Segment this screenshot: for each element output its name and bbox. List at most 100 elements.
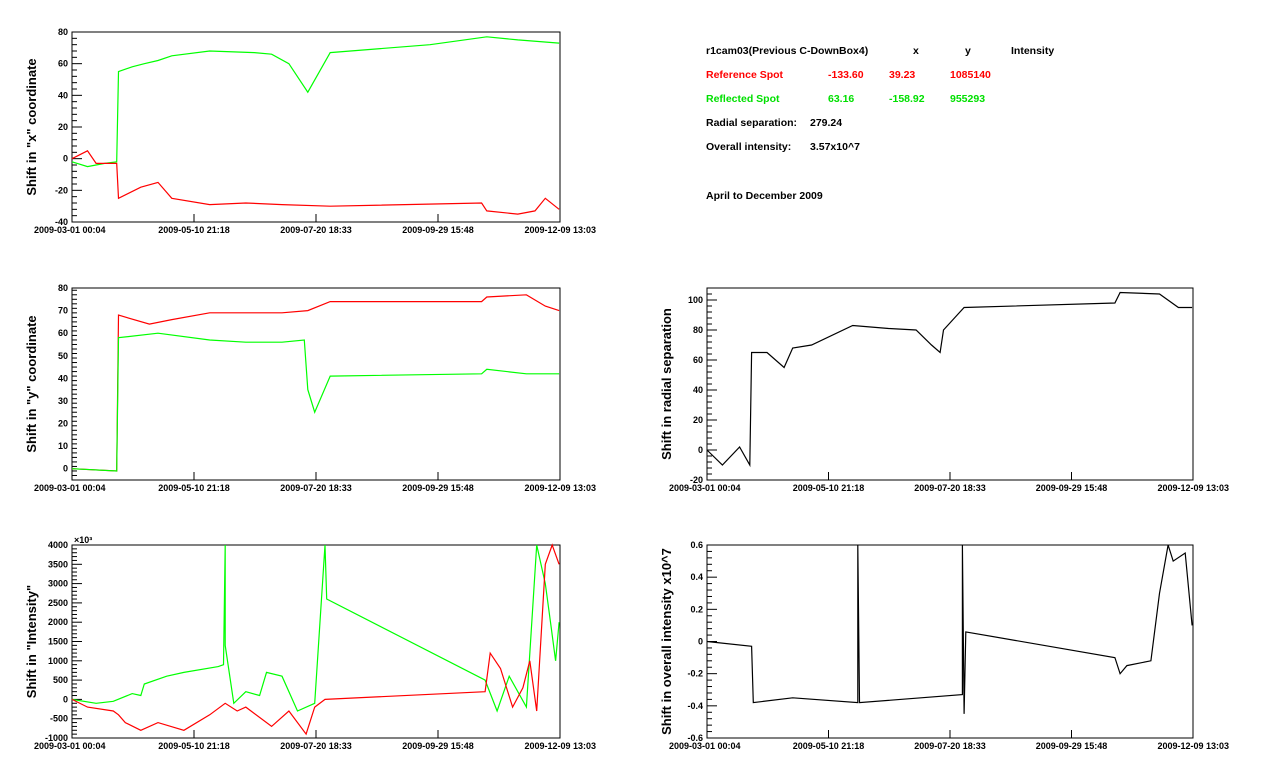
x-tick-label: 2009-05-10 21:18 [158,225,230,235]
y-axis-title: Shift in "y" coordinate [24,315,39,452]
y-tick-label: 60 [693,355,703,365]
y-tick-label: -1000 [45,733,68,743]
x-tick-label: 2009-07-20 18:33 [914,741,986,751]
y-tick-label: 60 [58,59,68,69]
period-label: April to December 2009 [706,190,823,202]
x-tick-label: 2009-12-09 13:03 [524,741,596,751]
y-tick-label: 2500 [48,598,68,608]
y-tick-label: 40 [58,90,68,100]
x-tick-label: 2009-12-09 13:03 [1157,483,1229,493]
overall-label: Overall intensity: [706,141,792,153]
y-tick-label: 0 [698,445,703,455]
x-tick-label: 2009-03-01 00:04 [669,741,741,751]
y-tick-label: 0 [63,694,68,704]
series-line-0 [706,291,1193,468]
y-tick-label: 20 [58,419,68,429]
info-title: r1cam03(Previous C-DownBox4) [706,45,869,57]
y-tick-label: 500 [53,675,68,685]
y-tick-label: 40 [693,385,703,395]
y-tick-label: 20 [693,415,703,425]
info-col-intensity: Intensity [1011,45,1055,57]
x-tick-label: 2009-12-09 13:03 [1157,741,1229,751]
y-tick-label: -0.6 [687,733,703,743]
y-tick-label: 70 [58,306,68,316]
y-tick-label: 0 [63,154,68,164]
y-axis-title: Shift in "Intensity" [24,585,39,698]
x-tick-label: 2009-09-29 15:48 [402,741,474,751]
series-line-0 [71,294,560,472]
y-tick-label: 1500 [48,637,68,647]
x-tick-label: 2009-07-20 18:33 [280,741,352,751]
radial-label: Radial separation: [706,117,798,129]
y-tick-label: 1000 [48,656,68,666]
plot-frame [71,287,561,481]
y-tick-label: 80 [693,325,703,335]
series-line-1 [71,332,560,472]
y-axis-title: Shift in overall intensity x10^7 [659,548,674,735]
x-tick-label: 2009-03-01 00:04 [34,225,106,235]
y-tick-label: -40 [55,217,68,227]
y-tick-label: -0.4 [687,701,703,711]
y-tick-label: 0 [698,637,703,647]
y-tick-label: 50 [58,351,68,361]
x-tick-label: 2009-03-01 00:04 [669,483,741,493]
info-col-y: y [965,45,971,57]
reference-intensity: 1085140 [950,69,991,81]
x-tick-label: 2009-05-10 21:18 [793,741,865,751]
y-tick-label: -500 [50,714,68,724]
y-tick-label: 20 [58,122,68,132]
x-tick-label: 2009-09-29 15:48 [402,483,474,493]
reflected-label: Reflected Spot [706,93,780,105]
y-axis-title: Shift in "x" coordinate [24,58,39,195]
x-tick-label: 2009-07-20 18:33 [280,483,352,493]
x-tick-label: 2009-12-09 13:03 [524,483,596,493]
y-tick-label: -0.2 [687,669,703,679]
y-tick-label: 40 [58,373,68,383]
reflected-y: -158.92 [889,93,925,105]
series-line-1 [71,543,560,736]
series-line-0 [71,544,560,713]
reflected-intensity: 955293 [950,93,986,105]
overall-value: 3.57x10^7 [810,141,860,153]
x-tick-label: 2009-12-09 13:03 [524,225,596,235]
y-multiplier: ×10³ [74,535,92,545]
x-tick-label: 2009-07-20 18:33 [914,483,986,493]
x-tick-label: 2009-05-10 21:18 [158,741,230,751]
x-tick-label: 2009-09-29 15:48 [1036,741,1108,751]
reference-label: Reference Spot [706,69,784,81]
series-line-0 [706,544,1193,714]
plot-frame [706,287,1194,481]
y-tick-label: 60 [58,328,68,338]
x-tick-label: 2009-09-29 15:48 [402,225,474,235]
y-tick-label: 2000 [48,617,68,627]
plot-frame [71,31,561,223]
y-tick-label: 0.2 [690,604,703,614]
info-col-x: x [913,45,919,57]
y-tick-label: 10 [58,441,68,451]
x-tick-label: 2009-09-29 15:48 [1036,483,1108,493]
y-tick-label: -20 [690,475,703,485]
y-tick-label: 80 [58,283,68,293]
reference-y: 39.23 [889,69,916,81]
plot-frame [706,544,1194,739]
y-tick-label: 80 [58,27,68,37]
y-tick-label: -20 [55,185,68,195]
x-tick-label: 2009-05-10 21:18 [158,483,230,493]
y-tick-label: 3500 [48,559,68,569]
y-tick-label: 0.6 [690,540,703,550]
y-tick-label: 0 [63,464,68,474]
x-tick-label: 2009-03-01 00:04 [34,741,106,751]
y-tick-label: 0.4 [690,572,703,582]
y-tick-label: 100 [688,295,703,305]
y-tick-label: 3000 [48,579,68,589]
y-axis-title: Shift in radial separation [659,308,674,460]
x-tick-label: 2009-03-01 00:04 [34,483,106,493]
series-line-0 [71,36,560,168]
reference-x: -133.60 [828,69,864,81]
y-tick-label: 30 [58,396,68,406]
plot-frame [71,544,561,739]
radial-value: 279.24 [810,117,843,129]
y-tick-label: 4000 [48,540,68,550]
reflected-x: 63.16 [828,93,855,105]
